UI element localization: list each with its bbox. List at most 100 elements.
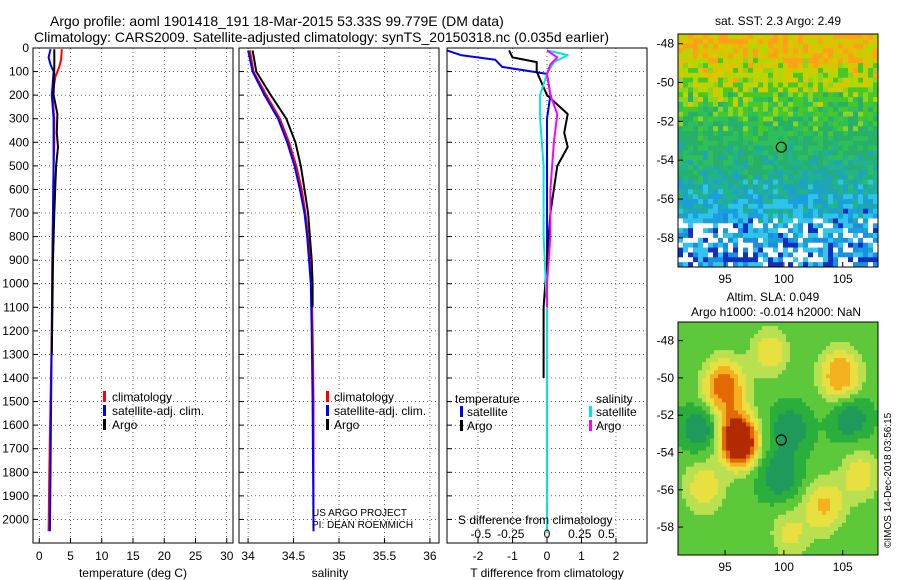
map-cell [688,194,694,200]
map-cell [742,350,747,355]
map-cell [698,446,703,451]
map-cell [682,402,687,407]
map-cell [838,366,843,371]
map-cell [843,189,849,195]
map-cell [708,58,714,64]
map-cell [858,526,863,532]
map-cell [706,390,711,395]
map-cell [786,346,791,351]
map-cell [826,374,831,379]
map-cell [850,498,855,504]
map-cell [808,116,814,122]
map-cell [718,450,723,455]
map-cell [818,82,824,88]
map-cell [768,208,774,214]
map-cell [738,247,744,253]
map-cell [698,58,704,64]
map-cell [693,43,699,49]
map-cell [710,510,715,516]
map-cell [746,398,751,403]
depth-tick-label: 200 [9,88,29,102]
map-cell [778,378,783,383]
map-cell [802,522,807,528]
map-cell [813,58,819,64]
map-cell [742,466,747,472]
map-cell [778,530,783,536]
map-cell [862,518,867,524]
map-cell [754,510,759,516]
map-cell [798,184,804,190]
map-cell [710,506,715,512]
map-cell [722,422,727,427]
map-cell [826,382,831,387]
map-cell [774,474,779,480]
map-cell [688,257,694,263]
map-cell [806,542,811,548]
map-cell [802,486,807,492]
map-cell [838,438,843,443]
map-cell [743,223,749,229]
map-cell [833,121,839,127]
map-cell [786,342,791,347]
map-cell [822,542,827,548]
map-cell [706,358,711,363]
map-cell [870,426,875,431]
map-cell [803,262,809,268]
map-cell [774,454,779,459]
map-cell [742,434,747,439]
map-cell [802,406,807,411]
map-cell [693,131,699,137]
map-cell [810,458,815,464]
map-cell [858,338,863,343]
map-cell [858,390,863,395]
map-cell [798,208,804,214]
map-cell [863,150,869,156]
map-cell [866,346,871,351]
map-cell [782,382,787,387]
map-cell [678,189,684,195]
map-cell [838,101,844,108]
map-cell [678,502,683,508]
map-cell [733,262,739,268]
map-cell [683,77,689,83]
map-cell [874,326,879,331]
map-cell [774,446,779,451]
map-cell [698,87,704,93]
map-cell [778,410,783,415]
map-cell [818,111,824,117]
map-cell [718,63,724,69]
map-cell [846,402,851,407]
map-cell [730,442,735,447]
map-cell [858,386,863,391]
map-cell [814,522,819,528]
map-cell [690,446,695,451]
map-cell [830,510,835,516]
map-cell [810,350,815,355]
map-cell [778,34,784,40]
map-cell [718,48,724,54]
map-cell [813,34,819,40]
map-cell [808,233,814,239]
map-cell [808,213,814,219]
map-cell [798,155,804,161]
map-cell [682,486,687,492]
map-cell [850,482,855,488]
map-cell [838,92,844,98]
map-cell [714,394,719,399]
map-cell [826,386,831,391]
map-cell [753,155,759,161]
map-cell [763,111,769,117]
map-cell [778,522,783,528]
map-cell [862,526,867,532]
map-cell [726,410,731,415]
map-cell [863,126,869,132]
map-cell [723,165,729,171]
map-cell [750,498,755,504]
map-cell [766,346,771,351]
map-cell [754,478,759,484]
map-cell [793,111,799,117]
map-cell [693,140,699,147]
map-cell [786,374,791,379]
map-cell [873,38,879,45]
map-cell [738,342,743,347]
